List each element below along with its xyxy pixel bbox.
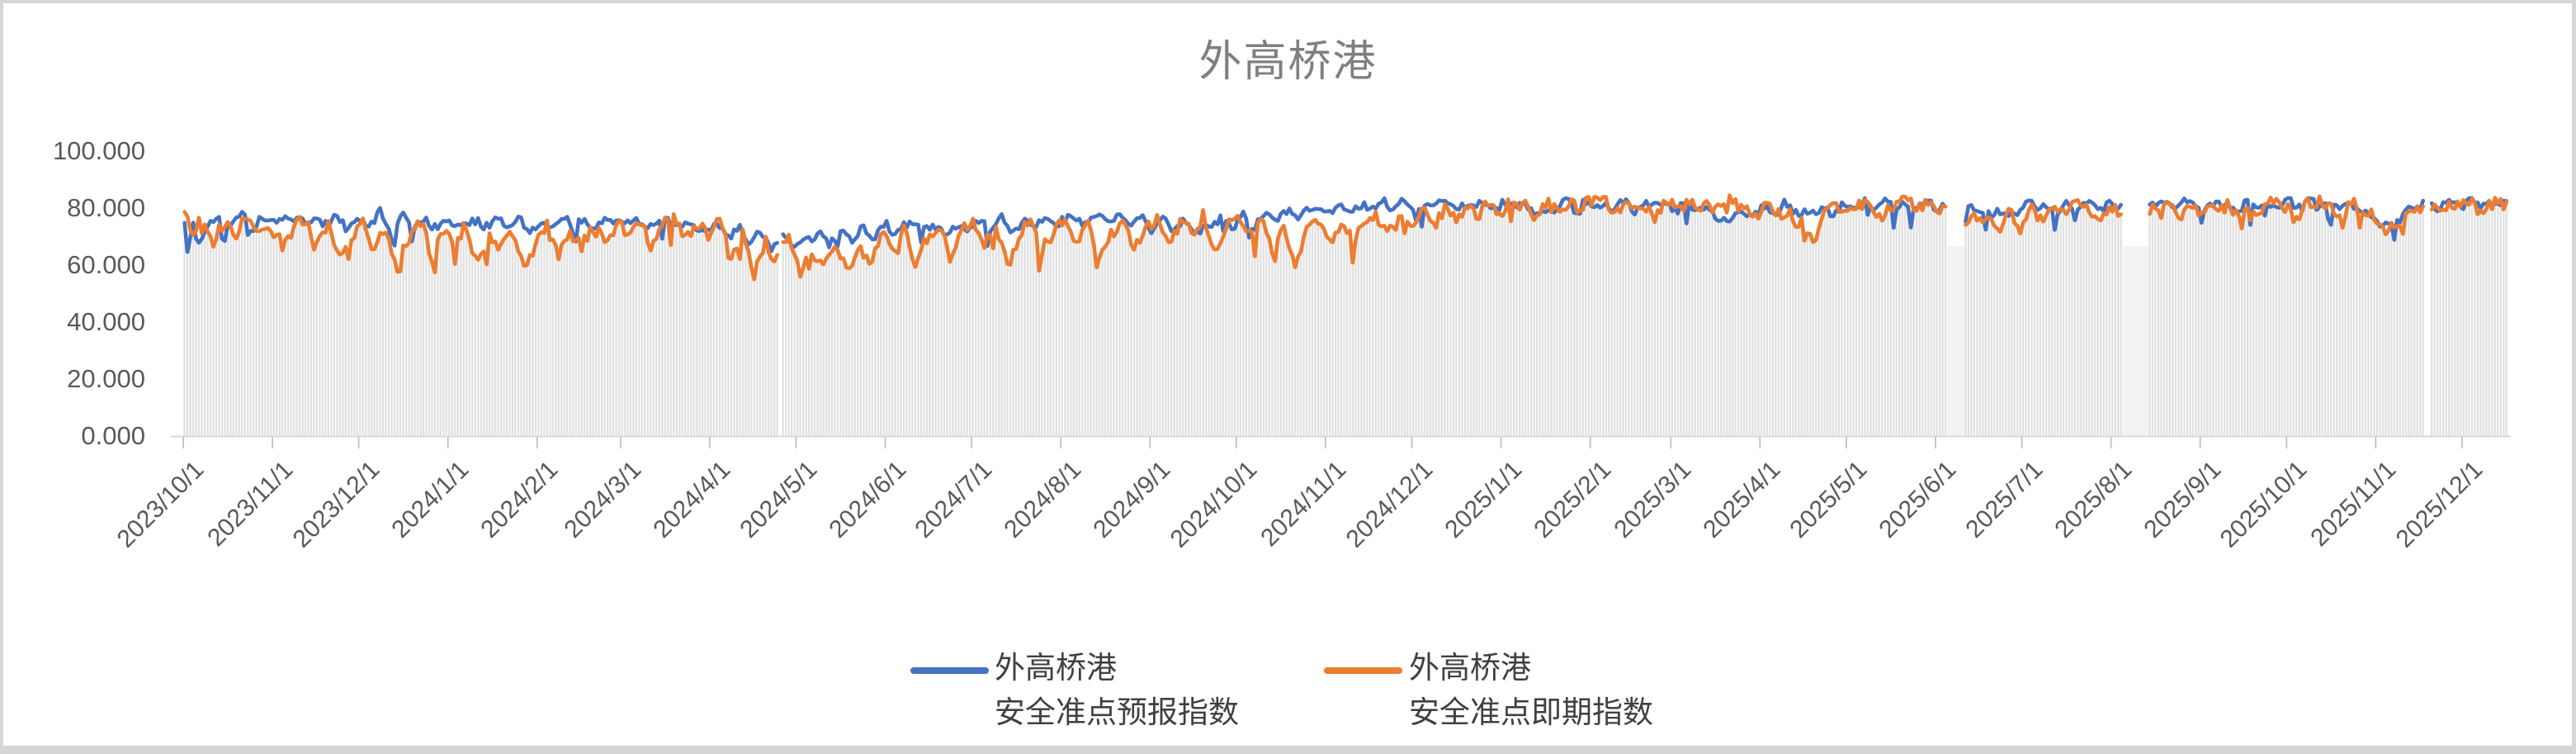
y-axis-label: 100.000 xyxy=(52,136,145,165)
y-axis-label: 20.000 xyxy=(67,364,145,393)
chart-title: 外高桥港 xyxy=(1198,38,1378,86)
data-gap-band xyxy=(1946,246,1964,436)
legend-swatch xyxy=(910,667,989,674)
legend-label: 外高桥港 安全准点预报指数 xyxy=(995,651,1239,729)
series-line-forecast xyxy=(182,196,2509,254)
y-axis-label: 40.000 xyxy=(67,307,145,336)
legend-swatch xyxy=(1324,667,1402,674)
y-axis-label: 80.000 xyxy=(67,193,145,222)
data-gap-band xyxy=(2122,246,2148,436)
y-axis-label: 60.000 xyxy=(67,250,145,279)
daily-bars xyxy=(183,201,2507,437)
legend-label: 外高桥港 安全准点即期指数 xyxy=(1409,651,1653,729)
y-axis-label: 0.000 xyxy=(81,421,145,450)
series-line-spot xyxy=(182,193,2509,282)
